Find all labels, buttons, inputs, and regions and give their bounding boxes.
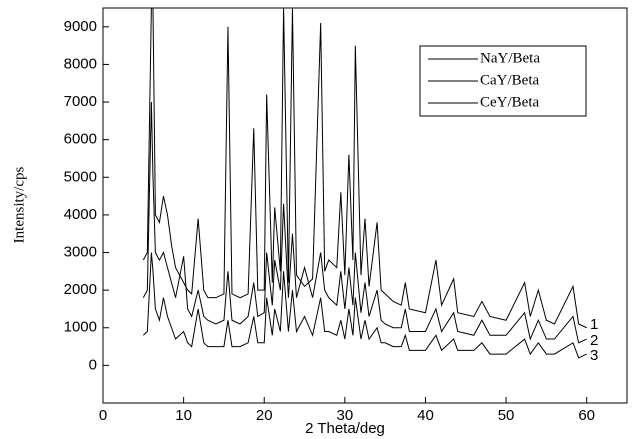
series-line: [142, 252, 587, 359]
x-tick-label: 60: [578, 407, 595, 424]
series-annotation: 1: [590, 316, 598, 333]
legend-label: CaY/Beta: [480, 72, 539, 88]
x-tick-label: 10: [175, 407, 192, 424]
y-axis-title: Intensity/cps: [11, 167, 27, 244]
y-tick-label: 8000: [64, 55, 97, 72]
series-annotation: 3: [590, 347, 598, 364]
x-tick-label: 40: [417, 407, 434, 424]
series-annotation: 2: [590, 332, 598, 349]
x-axis-title: 2 Theta/deg: [305, 420, 385, 437]
x-tick-label: 30: [337, 407, 354, 424]
legend-label: CeY/Beta: [480, 94, 539, 110]
y-tick-label: 0: [89, 356, 97, 373]
series-line: [142, 102, 587, 344]
legend-label: NaY/Beta: [480, 50, 540, 66]
y-tick-label: 9000: [64, 18, 97, 35]
y-tick-label: 2000: [64, 281, 97, 298]
series-line: [142, 8, 587, 329]
plot-frame: [102, 7, 628, 404]
x-tick-label: 0: [99, 407, 107, 424]
y-tick-label: 1000: [64, 319, 97, 336]
y-tick-label: 6000: [64, 131, 97, 148]
y-tick-label: 3000: [64, 243, 97, 260]
y-tick-label: 5000: [64, 168, 97, 185]
x-tick-label: 20: [256, 407, 273, 424]
y-tick-label: 4000: [64, 206, 97, 223]
x-tick-label: 50: [498, 407, 515, 424]
y-tick-label: 7000: [64, 93, 97, 110]
